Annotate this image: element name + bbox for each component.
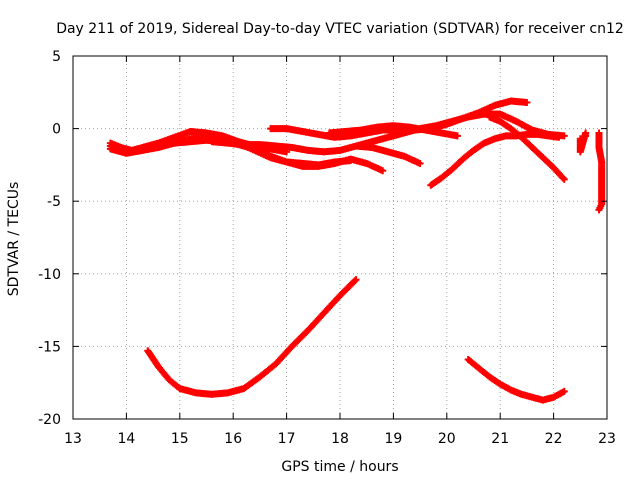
y-axis-label: SDTVAR / TECUs — [6, 182, 22, 297]
data-point-marker — [453, 132, 461, 140]
data-point-marker — [555, 133, 563, 141]
y-tick-label: -5 — [47, 194, 61, 210]
data-point-marker — [595, 206, 603, 214]
data-point-marker — [560, 175, 568, 183]
series-track-4 — [144, 276, 360, 398]
y-tick-label: -10 — [38, 267, 61, 283]
data-point-marker — [379, 167, 387, 175]
series-track-11 — [464, 355, 568, 404]
data-point-marker — [560, 132, 568, 140]
x-axis-label: GPS time / hours — [281, 459, 398, 475]
y-tick-label: 5 — [52, 49, 61, 65]
series-track-5 — [208, 138, 424, 167]
data-point-marker — [352, 276, 360, 284]
data-point-marker — [559, 174, 567, 182]
x-tick-label: 20 — [438, 431, 456, 447]
data-series-group — [106, 97, 606, 404]
data-point-marker — [351, 277, 359, 285]
x-tick-label: 16 — [224, 431, 242, 447]
series-track-13 — [595, 129, 606, 214]
x-tick-label: 21 — [491, 431, 509, 447]
x-tick-label: 19 — [384, 431, 402, 447]
x-tick-label: 18 — [331, 431, 349, 447]
axis-ticks — [72, 55, 608, 420]
x-tick-labels: 13 14 15 16 17 18 19 20 21 22 23 — [64, 431, 616, 447]
series-track-7 — [325, 122, 461, 140]
chart-title: Day 211 of 2019, Sidereal Day-to-day VTE… — [56, 21, 624, 37]
data-point-marker — [416, 159, 424, 167]
y-tick-label: 0 — [52, 122, 61, 138]
data-point-marker — [582, 132, 590, 140]
x-tick-label: 15 — [171, 431, 189, 447]
grid — [73, 56, 607, 419]
data-point-marker — [560, 387, 568, 395]
series-track-12 — [576, 129, 590, 156]
x-tick-label: 17 — [278, 431, 296, 447]
y-tick-label: -20 — [38, 412, 61, 428]
y-tick-label: -15 — [38, 339, 61, 355]
y-tick-labels: 5 0 -5 -10 -15 -20 — [38, 49, 61, 428]
x-tick-label: 22 — [545, 431, 563, 447]
x-tick-label: 13 — [64, 431, 82, 447]
series-track-10 — [486, 113, 568, 183]
x-tick-label: 23 — [598, 431, 616, 447]
data-point-marker — [523, 98, 531, 106]
x-tick-label: 14 — [117, 431, 135, 447]
